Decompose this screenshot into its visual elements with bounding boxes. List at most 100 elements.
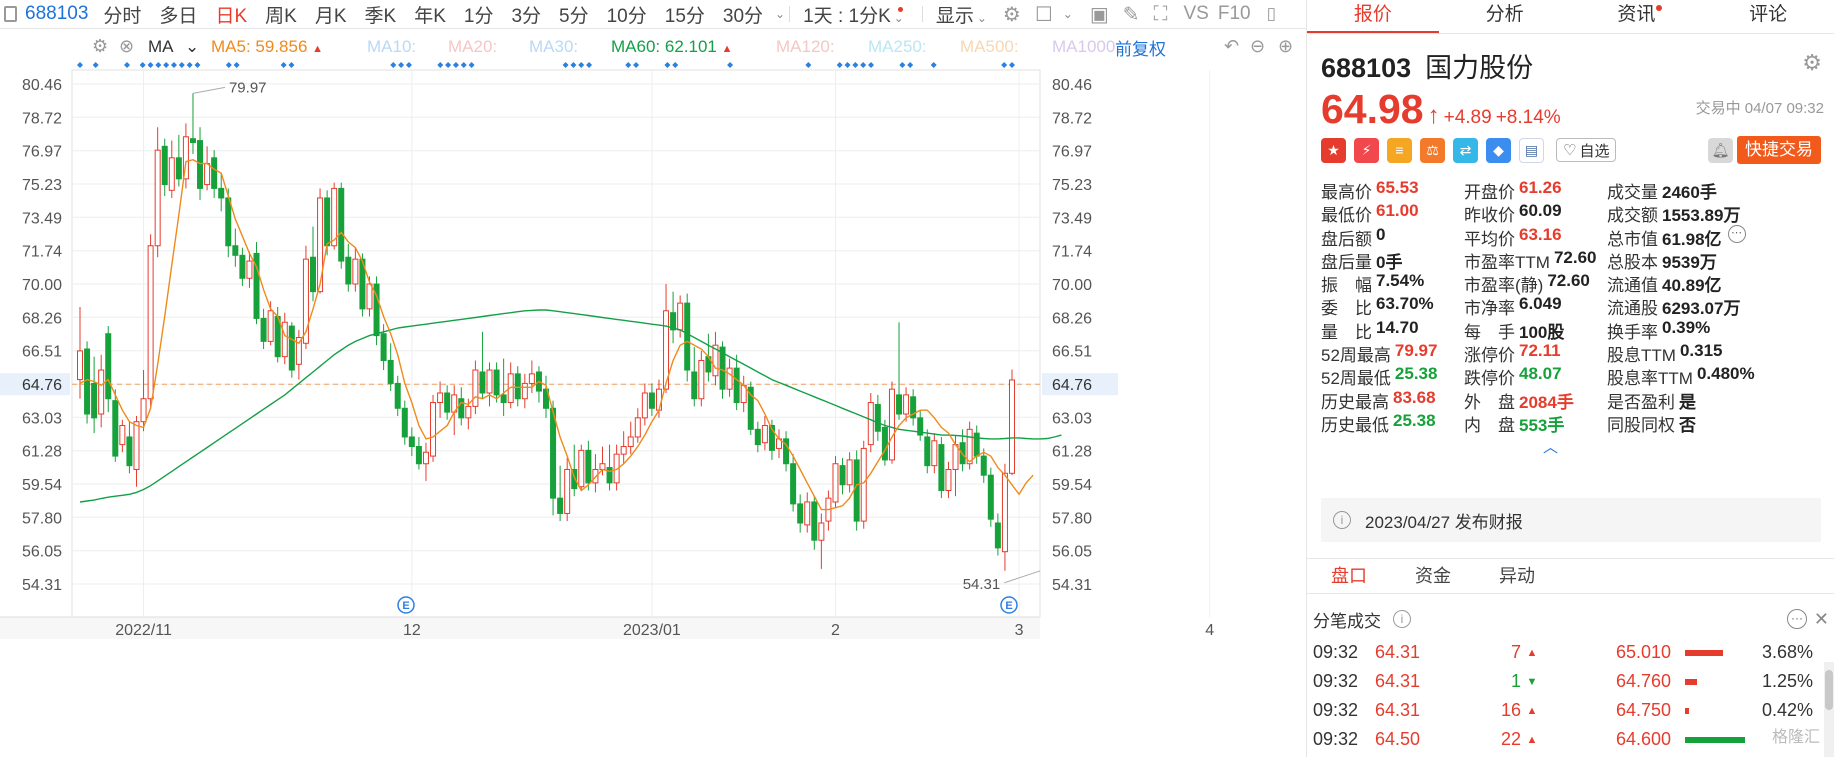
event-marker[interactable]: [163, 62, 170, 68]
period-tab[interactable]: 多日: [159, 5, 198, 27]
f10-button[interactable]: F10: [1217, 3, 1251, 24]
lightning-icon[interactable]: ⚡: [1354, 137, 1379, 163]
event-marker[interactable]: [1009, 62, 1015, 68]
fullscreen-icon[interactable]: ⛶: [1153, 2, 1168, 25]
event-marker[interactable]: [468, 62, 475, 68]
report-notice[interactable]: i 2023/04/27 发布财报: [1321, 498, 1821, 542]
earnings-event-icon[interactable]: [397, 596, 415, 614]
gear-icon[interactable]: ⚙: [1802, 50, 1822, 75]
event-marker[interactable]: [155, 62, 162, 68]
event-marker[interactable]: [664, 62, 671, 68]
event-marker[interactable]: [672, 62, 679, 68]
compare-icon[interactable]: ⇄: [1453, 137, 1478, 163]
event-marker[interactable]: [194, 62, 201, 68]
chevron-down-icon[interactable]: ⌄: [1062, 7, 1073, 21]
event-marker[interactable]: [460, 62, 467, 68]
quick-trade-button[interactable]: 快捷交易: [1737, 136, 1821, 164]
period-tab[interactable]: 年K: [414, 5, 446, 27]
quote-tab[interactable]: 报价: [1307, 0, 1439, 33]
chevron-up-icon[interactable]: ︿: [1543, 439, 1559, 456]
chevron-down-icon[interactable]: ⌄: [185, 37, 200, 56]
event-marker[interactable]: [233, 62, 240, 68]
pen-icon[interactable]: ✎: [1122, 3, 1140, 26]
quote-tab[interactable]: 分析: [1439, 0, 1571, 33]
chevron-down-icon[interactable]: ⌄: [775, 7, 786, 21]
tag-icon[interactable]: ◆: [1486, 137, 1511, 163]
period-tab[interactable]: 3分: [511, 5, 542, 27]
event-marker[interactable]: [578, 62, 585, 68]
draw-box-icon[interactable]: ☐: [1034, 3, 1053, 26]
database-icon[interactable]: ≡: [1387, 137, 1412, 163]
period-tab[interactable]: 30分: [722, 5, 764, 27]
undo-icon[interactable]: ↶: [1224, 36, 1240, 56]
event-marker[interactable]: [437, 62, 444, 68]
event-marker[interactable]: [899, 62, 906, 68]
balance-icon[interactable]: ⚖: [1420, 137, 1445, 163]
panel-toggle-icon[interactable]: ▯: [1266, 4, 1276, 23]
event-marker[interactable]: [727, 62, 734, 68]
event-marker[interactable]: [1001, 62, 1008, 68]
china-flag-icon[interactable]: ★: [1321, 137, 1346, 163]
event-marker[interactable]: [288, 62, 295, 68]
event-marker[interactable]: [860, 62, 867, 68]
event-marker[interactable]: [398, 62, 405, 68]
notes-icon[interactable]: ▤: [1519, 137, 1544, 163]
settings-icon[interactable]: ⚙: [1002, 3, 1021, 26]
event-marker[interactable]: [186, 62, 193, 68]
period-tab[interactable]: 10分: [606, 5, 647, 27]
event-marker[interactable]: [625, 62, 632, 68]
event-marker[interactable]: [805, 62, 812, 68]
adjust-mode-button[interactable]: 前复权: [1115, 39, 1166, 59]
event-marker[interactable]: [570, 62, 577, 68]
sub-tab[interactable]: 异动: [1499, 566, 1535, 586]
event-marker[interactable]: [77, 62, 83, 68]
display-menu[interactable]: 显示 ⌄: [927, 1, 996, 28]
sub-tab[interactable]: 资金: [1415, 566, 1451, 586]
event-marker[interactable]: [852, 62, 859, 68]
event-marker[interactable]: [844, 62, 851, 68]
period-tab[interactable]: 分时: [103, 5, 142, 27]
event-marker[interactable]: [225, 62, 232, 68]
period-tab[interactable]: 季K: [364, 5, 397, 27]
camera-icon[interactable]: ▣: [1089, 3, 1109, 26]
settings-icon[interactable]: ⚙: [92, 36, 109, 56]
bell-icon[interactable]: 🔔︎: [1708, 138, 1733, 163]
event-marker[interactable]: [907, 62, 914, 68]
period-tab[interactable]: 15分: [664, 5, 705, 27]
period-tab[interactable]: 日K: [215, 5, 248, 27]
period-tab[interactable]: 1分: [463, 5, 494, 27]
interval-select[interactable]: 1天 : 1分K ⌄: [794, 1, 918, 28]
period-tab[interactable]: 周K: [265, 5, 297, 27]
event-marker[interactable]: [280, 62, 287, 68]
event-marker[interactable]: [562, 62, 569, 68]
zoom-out-icon[interactable]: ⊖: [1250, 36, 1266, 56]
sub-tab[interactable]: 盘口: [1331, 566, 1367, 586]
event-marker[interactable]: [445, 62, 452, 68]
event-marker[interactable]: [139, 62, 146, 68]
watchlist-button[interactable]: ♡ 自选: [1556, 138, 1617, 162]
info-icon[interactable]: i: [1393, 610, 1411, 628]
close-icon[interactable]: ✕: [1813, 608, 1829, 629]
event-marker[interactable]: [123, 62, 130, 68]
event-marker[interactable]: [390, 62, 397, 68]
earnings-event-icon[interactable]: [1000, 596, 1018, 614]
zoom-in-icon[interactable]: ⊕: [1278, 36, 1294, 56]
scrollbar[interactable]: [1824, 662, 1834, 757]
event-marker[interactable]: [836, 62, 843, 68]
more-icon[interactable]: ⋯: [1727, 224, 1746, 243]
scrollbar-thumb[interactable]: [1825, 670, 1833, 710]
event-marker[interactable]: [930, 62, 937, 68]
quote-tab[interactable]: 评论: [1702, 0, 1834, 33]
event-marker[interactable]: [452, 62, 459, 68]
event-marker[interactable]: [147, 62, 154, 68]
event-marker[interactable]: [868, 62, 875, 68]
event-marker[interactable]: [405, 62, 412, 68]
period-tab[interactable]: 5分: [559, 5, 589, 27]
event-marker[interactable]: [170, 62, 177, 68]
event-marker[interactable]: [178, 62, 185, 68]
vs-button[interactable]: VS: [1183, 3, 1209, 24]
candlestick-chart[interactable]: 80.46 80.46 78.72 78.72 76.97 76.97 75.23 75.23…: [0, 0, 1306, 757]
period-tab[interactable]: 月K: [314, 5, 347, 27]
close-icon[interactable]: ⊗: [119, 36, 135, 56]
more-icon[interactable]: ···: [1787, 609, 1807, 629]
